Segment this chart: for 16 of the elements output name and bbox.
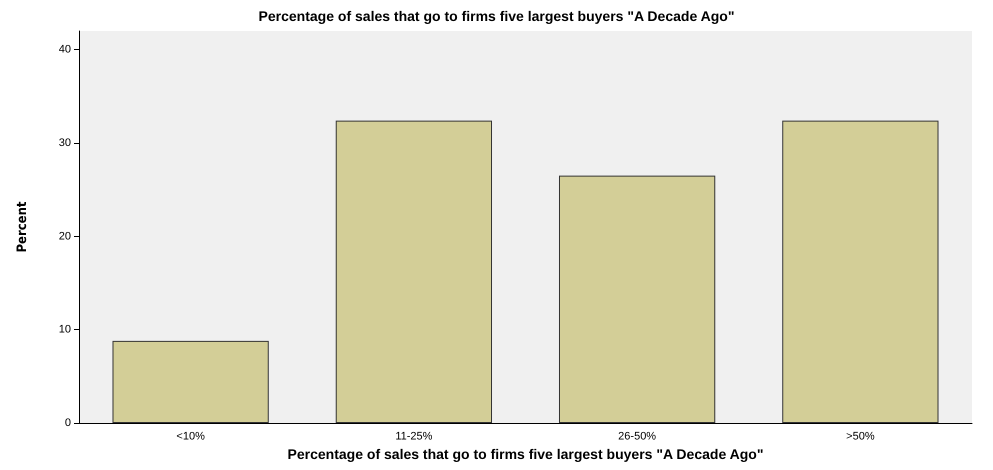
y-tick-label: 40 [58,44,71,56]
y-tick-label: 20 [58,230,71,242]
x-axis-title: Percentage of sales that go to firms five largest buyers "A Decade Ago" [288,446,764,462]
bar [112,340,269,423]
y-axis-title: Percent [15,201,30,253]
y-tick-label: 0 [64,417,71,429]
x-tick-label: <10% [176,430,206,442]
y-tick-label: 10 [58,324,71,336]
y-tick-label: 30 [58,137,71,149]
bar [558,176,716,423]
x-tick-label: 11-25% [395,430,433,442]
bar [782,120,939,423]
x-tick-label: 26-50% [618,430,656,442]
x-tick-label: >50% [846,430,875,442]
chart-title: Percentage of sales that go to firms five largest buyers "A Decade Ago" [258,8,734,24]
bar [336,120,492,423]
